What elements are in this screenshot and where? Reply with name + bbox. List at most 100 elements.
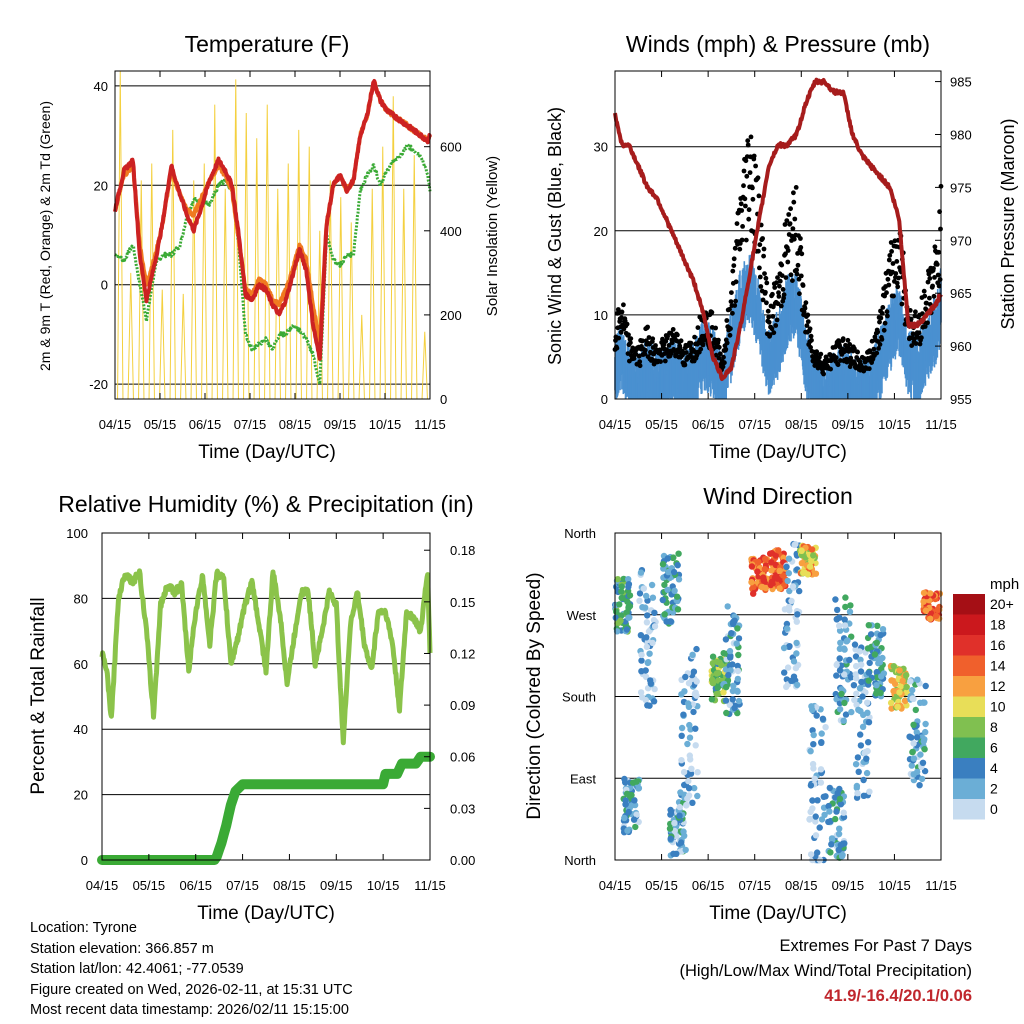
wind-gust-point <box>760 236 765 241</box>
humidity-x-tick-label: 11/15 <box>414 878 446 893</box>
wind-direction-point <box>684 700 692 707</box>
wind-direction-point <box>793 639 800 647</box>
wind-gust-point <box>888 240 894 245</box>
temperature-x-tick-label: 04/15 <box>99 417 132 432</box>
wind-gust-point <box>925 279 931 285</box>
humidity-y-tick-label: 100 <box>66 526 88 541</box>
wind-gust-point <box>924 300 929 306</box>
wind-gust-point <box>899 301 905 307</box>
speed-legend: mph 20+ 18 16 14 12 10 8 6 4 2 0 <box>953 576 1019 820</box>
wind-gust-point <box>733 298 738 304</box>
speed-legend-swatch <box>953 594 985 615</box>
wind-direction-point <box>733 640 740 647</box>
wind-gust-point <box>761 253 766 259</box>
wind-gust-point <box>755 175 761 181</box>
wind-gust-point <box>636 353 642 359</box>
wind-direction-point <box>859 693 866 700</box>
extremes-box: Extremes For Past 7 Days (High/Low/Max W… <box>679 934 972 1009</box>
wind-direction-point <box>910 721 917 728</box>
wind-direction-y-tick-label: North <box>564 853 596 868</box>
wind-gust-point <box>797 291 802 297</box>
wind-direction-point <box>643 592 650 600</box>
wind-direction-point <box>678 724 686 732</box>
wind-direction-point <box>927 610 935 617</box>
wind-direction-point <box>836 622 843 629</box>
wind-gust-point <box>728 299 734 304</box>
wind-direction-point <box>613 608 620 615</box>
temperature-x-tick-label: 05/15 <box>144 417 177 432</box>
wind-gust-point <box>746 207 752 213</box>
wind-gust-point <box>729 290 734 295</box>
wind-gust-point <box>758 284 764 289</box>
wind-direction-point <box>856 685 864 692</box>
wind-direction-point <box>873 690 880 697</box>
wind-direction-point <box>818 730 825 737</box>
wind-direction-point <box>909 695 916 702</box>
speed-legend-title: mph <box>990 576 1019 593</box>
wind-direction-point <box>813 712 820 719</box>
wind-direction-point <box>833 672 840 679</box>
wind-direction-point <box>650 698 658 705</box>
wind-gust-point <box>748 134 754 140</box>
solar-insolation-spike <box>358 314 365 400</box>
wind-gust-point <box>884 309 890 315</box>
wind-direction-point <box>789 583 797 590</box>
wind-direction-point <box>793 618 800 625</box>
wind-direction-point <box>836 785 843 793</box>
wind-direction-point <box>847 674 855 681</box>
pressure-y-tick-label: 960 <box>950 339 972 354</box>
speed-legend-label: 6 <box>990 740 998 756</box>
wind-gust-point <box>878 315 884 321</box>
wind-direction-point <box>857 668 865 675</box>
wind-direction-point <box>835 846 842 854</box>
wind-gust-point <box>794 267 799 273</box>
wind-direction-point <box>624 598 631 605</box>
pressure-y-tick-label: 970 <box>950 233 972 248</box>
wind-direction-point <box>729 687 737 695</box>
wind-direction-point <box>640 585 647 592</box>
winds-x-axis-label: Time (Day/UTC) <box>709 442 847 463</box>
wind-direction-point <box>852 653 860 660</box>
wind-direction-point <box>890 687 897 695</box>
speed-legend-label: 4 <box>990 760 998 776</box>
wind-direction-point <box>734 675 742 683</box>
wind-direction-x-tick-label: 04/15 <box>599 878 632 893</box>
wind-direction-point <box>836 795 844 803</box>
wind-direction-point <box>794 611 801 618</box>
wind-direction-point <box>913 734 921 741</box>
wind-gust-point <box>887 253 893 258</box>
wind-direction-point <box>856 648 863 655</box>
wind-gust-point <box>894 280 900 286</box>
wind-gust-point <box>791 190 796 196</box>
wind-direction-point <box>859 723 867 730</box>
wind-direction-point <box>921 736 928 743</box>
wind-direction-point <box>616 601 623 608</box>
humidity-x-tick-label: 09/15 <box>320 878 353 893</box>
wind-direction-panel: Wind Direction NorthEastSouthWestNorth04… <box>524 483 1019 924</box>
wind-direction-point <box>686 752 693 759</box>
wind-gust-point <box>877 342 883 347</box>
wind-gust-point <box>773 323 779 328</box>
wind-direction-point <box>922 728 929 736</box>
wind-gust-point <box>809 337 814 343</box>
wind-gust-point <box>782 222 788 227</box>
elevation-text: Station elevation: 366.857 m <box>30 940 214 957</box>
wind-direction-x-tick-label: 11/15 <box>925 878 957 893</box>
wind-direction-point <box>728 630 735 637</box>
wind-direction-point <box>685 785 693 792</box>
wind-direction-point <box>864 747 871 755</box>
wind-direction-point <box>713 670 720 677</box>
temperature-right-axis-label: Solar Insolation (Yellow) <box>484 156 501 316</box>
wind-gust-point <box>626 332 631 338</box>
speed-legend-swatch <box>953 717 985 738</box>
wind-direction-point <box>844 637 851 644</box>
wind-direction-point <box>873 639 880 646</box>
solar-insolation-spike <box>180 293 187 400</box>
wind-gust-point <box>922 293 928 299</box>
wind-gust-point <box>880 305 886 310</box>
winds-title: Winds (mph) & Pressure (mb) <box>626 31 930 57</box>
wind-direction-point <box>917 699 924 706</box>
wind-gust-point <box>732 245 738 251</box>
wind-gust-point <box>720 364 726 370</box>
